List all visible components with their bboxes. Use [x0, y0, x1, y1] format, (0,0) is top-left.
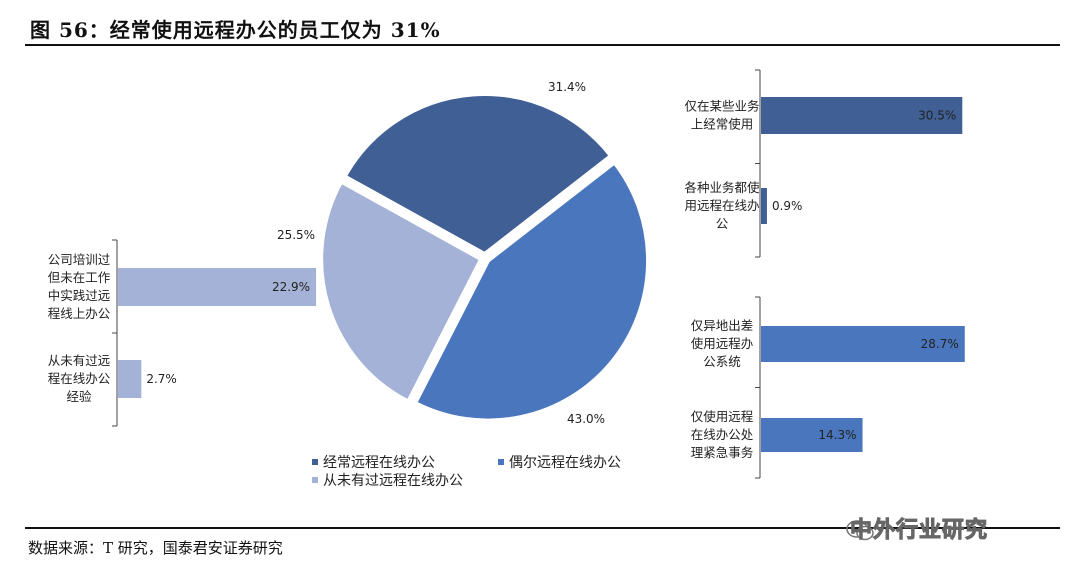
bar-data-label: 22.9% [272, 280, 310, 294]
watermark: 中外行业研究 [849, 518, 989, 544]
pie-slice [412, 159, 651, 423]
bar-category-label: 公司培训过 [48, 252, 111, 267]
bar-category-label: 但未在工作 [48, 270, 111, 285]
bar-category-label: 中实践过远 [48, 288, 111, 303]
legend-label: 偶尔远程在线办公 [509, 455, 621, 471]
bar-category-label: 仅异地出差 [691, 318, 754, 333]
pie-data-label: 31.4% [548, 80, 586, 94]
bar [761, 97, 963, 134]
bar-category-label: 仅在某些业务 [684, 99, 759, 114]
pie-data-label: 43.0% [567, 412, 605, 426]
bar-category-label: 从未有过远 [48, 353, 111, 368]
bar-data-label: 0.9% [772, 199, 803, 213]
bar-category-label: 上经常使用 [691, 117, 754, 132]
bar [761, 326, 965, 362]
top-rule [25, 44, 1060, 46]
bar-category-label: 各种业务都使 [684, 180, 760, 195]
bar-category-label: 在线办公处 [691, 427, 754, 442]
bar [118, 360, 142, 398]
bar-data-label: 2.7% [146, 372, 177, 386]
bar [118, 268, 317, 306]
pie-slice [342, 92, 614, 257]
bottom-rule [25, 527, 1060, 529]
legend-swatch [312, 477, 318, 483]
bar-category-label: 仅使用远程 [691, 409, 754, 424]
legend-label: 从未有过远程在线办公 [323, 473, 463, 489]
bar [761, 188, 767, 224]
legend-swatch [498, 459, 504, 465]
bar-data-label: 14.3% [818, 428, 856, 442]
bar-category-label: 程线上办公 [48, 306, 111, 321]
bar-category-label: 公系统 [703, 354, 741, 369]
bar-data-label: 30.5% [918, 109, 956, 123]
figure-title: 图 56：经常使用远程办公的员工仅为 31% [30, 18, 441, 42]
wechat-icon [846, 520, 874, 541]
bar-category-label: 程在线办公 [48, 371, 111, 386]
bar-category-label: 公 [716, 216, 729, 231]
source-note: 数据来源：T 研究，国泰君安证券研究 [28, 539, 283, 557]
legend-label: 经常远程在线办公 [323, 455, 435, 471]
pie-slice [319, 178, 484, 405]
bar [761, 418, 863, 452]
bar-category-label: 用远程在线办 [684, 198, 759, 213]
bar-category-label: 经验 [66, 389, 92, 404]
pie-data-label: 25.5% [277, 228, 315, 242]
bar-data-label: 28.7% [921, 337, 959, 351]
bar-category-label: 理紧急事务 [691, 445, 754, 460]
legend-swatch [312, 459, 318, 465]
bar-category-label: 使用远程办 [691, 336, 754, 351]
